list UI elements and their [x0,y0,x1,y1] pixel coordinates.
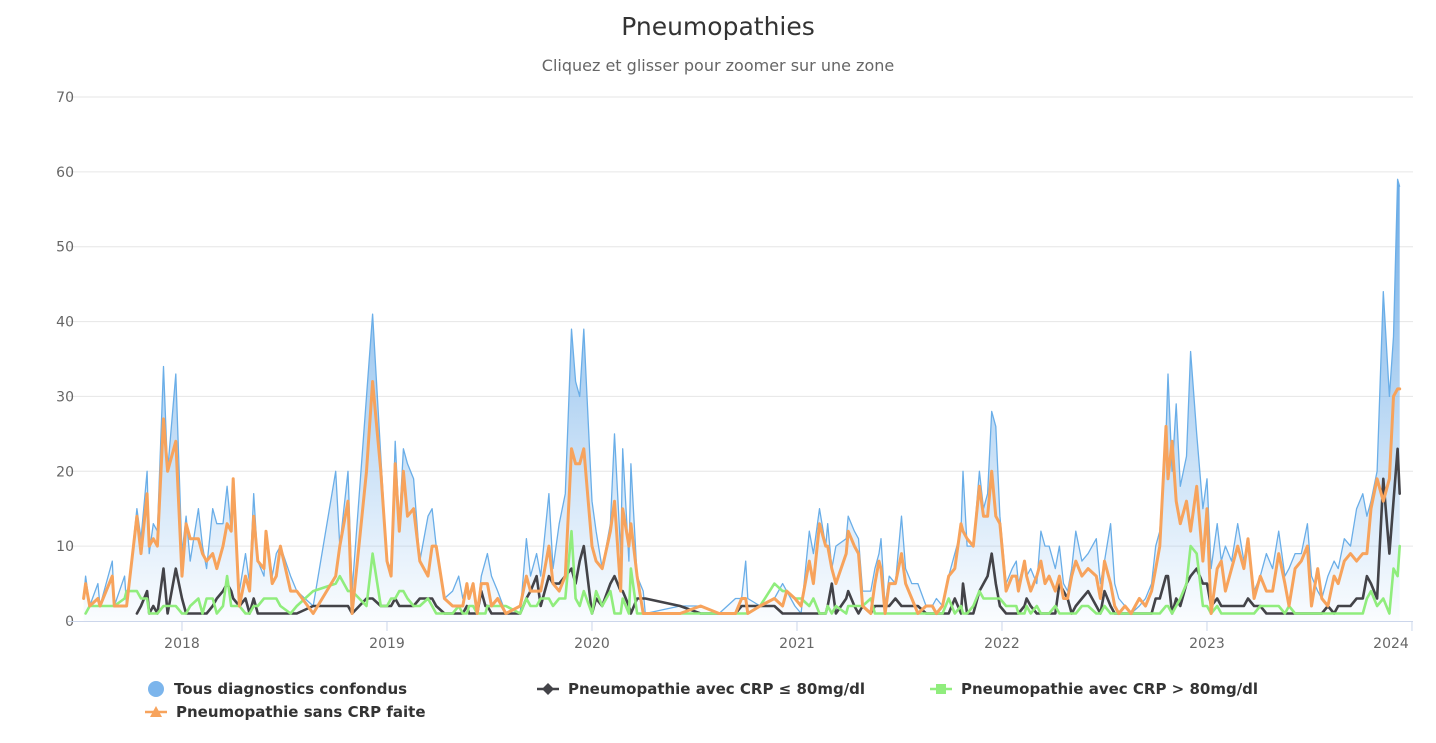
circle-icon [148,681,164,697]
legend-label: Pneumopathie sans CRP faite [176,703,426,721]
series-group [82,178,1402,622]
legend-item-tous-diagnostics[interactable]: Tous diagnostics confondus [146,680,407,698]
series-0-line[interactable] [82,178,1401,615]
grid-lines [68,96,1413,547]
legend-label: Tous diagnostics confondus [174,680,408,698]
y-tick-label: 60 [56,165,74,181]
chart-title: Pneumopathies [621,12,815,41]
legend-label: Pneumopathie avec CRP > 80mg/dl [961,680,1259,698]
y-tick-label: 50 [56,240,74,256]
x-tick-label: 2018 [164,636,200,652]
y-tick-label: 20 [56,464,74,480]
legend-label: Pneumopathie avec CRP ≤ 80mg/dl [568,680,866,698]
series-2-line[interactable] [84,529,1401,615]
y-tick-label: 30 [56,389,74,405]
square-icon [930,684,952,694]
y-tick-label: 40 [56,315,74,331]
y-tick-label: 10 [56,539,74,555]
x-tick-label: 2021 [779,636,815,652]
legend-item-crp-le-80[interactable]: Pneumopathie avec CRP ≤ 80mg/dl [536,680,865,698]
x-tick-label: 2023 [1189,636,1225,652]
x-tick-label: 2024 [1373,636,1409,652]
legend-item-crp-gt-80[interactable]: Pneumopathie avec CRP > 80mg/dl [929,680,1258,698]
legend-item-sans-crp[interactable]: Pneumopathie sans CRP faite [144,703,426,721]
x-tick-label: 2019 [369,636,405,652]
diamond-icon [537,683,559,695]
y-tick-label: 70 [56,90,74,106]
chart-subtitle: Cliquez et glisser pour zoomer sur une z… [541,56,895,75]
triangle-icon [145,706,167,717]
x-tick-label: 2020 [574,636,610,652]
x-tick-label: 2022 [984,636,1020,652]
series-3-line[interactable] [82,380,1402,615]
